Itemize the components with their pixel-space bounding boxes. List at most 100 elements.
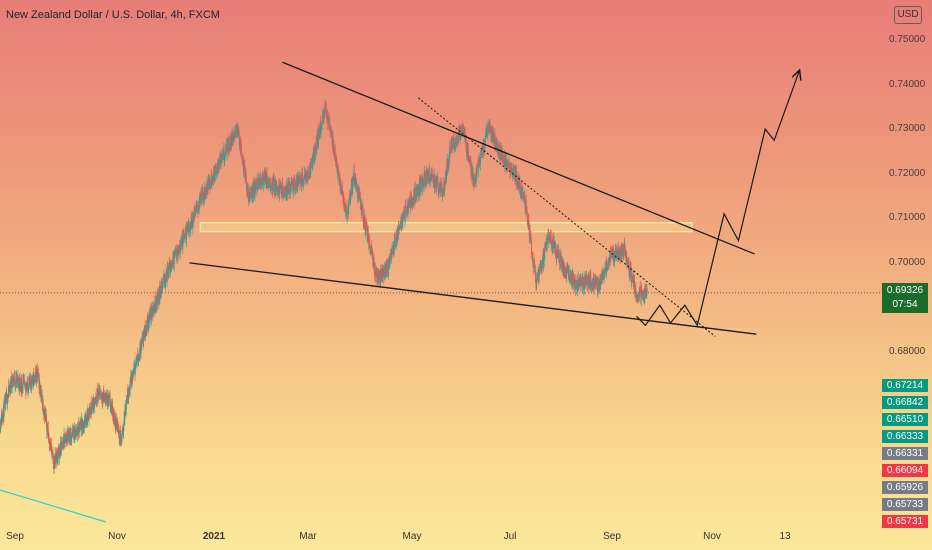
candle-body [232,133,234,142]
candle-body [538,268,540,283]
candle-body [517,175,519,184]
current-price-tag: 0.69326 07:54 [882,283,928,313]
candle-body [161,281,163,285]
candle-body [134,367,136,375]
candle-body [216,167,218,172]
price-tick-label: 0.68000 [889,346,926,357]
candle-body [348,199,350,204]
candle-body [136,354,138,360]
candle-body [310,164,312,174]
candle-body [1,415,3,421]
candle-body [562,263,564,271]
candle-body [362,207,364,223]
candle-body [164,277,166,285]
candle-body [219,157,221,169]
candle-body [221,158,223,163]
candle-body [41,395,43,406]
candle-body [400,217,402,227]
candle-body [63,434,65,447]
candle-body [243,159,244,172]
candle-body [203,189,205,200]
candle-body [297,176,299,180]
candle-body [87,412,89,423]
candle-body [396,234,398,236]
candle-body [106,396,108,405]
candle-body [459,136,461,141]
candle-body [535,271,536,283]
candle-body [209,181,211,188]
candle-body [343,197,345,204]
candle-body [449,147,451,150]
candle-body [512,173,513,178]
candle-body [140,349,142,353]
candle-body [516,181,518,187]
candle-body [441,189,443,197]
candle-body [417,189,418,197]
candle-body [84,416,86,423]
price-tag: 0.66510 [882,413,928,426]
candle-body [204,186,206,196]
candle-body [593,281,595,289]
candle-body [87,408,89,417]
candle-body [46,415,47,427]
candle-body [321,114,323,118]
candle-body [633,279,635,289]
currency-badge[interactable]: USD [894,6,922,24]
price-tag: 0.66842 [882,396,928,409]
candle-body [530,238,532,242]
chart-title: New Zealand Dollar / U.S. Dollar, 4h, FX… [6,9,220,21]
candle-body [589,275,591,288]
candle-body [522,192,524,199]
candle-body [120,433,122,441]
candle-body [401,217,403,224]
candle-body [269,181,271,190]
candle-body [531,241,533,255]
candle-body [509,165,511,167]
candle-body [196,201,198,210]
candle-body [96,388,98,402]
candle-body [93,405,95,408]
candle-body [138,355,140,360]
candle-body [379,271,381,284]
candle-body [491,130,493,140]
candle-body [176,255,178,259]
candle-body [597,277,599,290]
candle-body [553,241,555,246]
time-tick-label: 2021 [202,531,226,542]
candle-body [349,195,351,203]
candle-body [406,206,408,214]
price-plot[interactable] [0,0,882,550]
candle-body [500,148,502,158]
candle-body [197,207,199,213]
candle-body [514,171,516,179]
price-tag: 0.66331 [882,447,928,460]
candle-body [200,192,202,204]
candle-body [536,279,538,287]
candle-body [464,132,466,137]
candle-body [364,215,366,230]
candle-body [336,157,338,160]
candle-body [33,374,35,377]
candle-body [162,281,164,285]
candle-body [185,228,187,236]
candle-body [265,173,266,181]
candle-body [429,169,431,183]
candle-body [302,181,304,184]
candle-body [645,288,647,295]
candle-body [6,402,8,405]
time-tick-label: Jul [503,531,517,542]
candle-body [327,114,329,122]
price-tick-label: 0.72000 [889,167,926,179]
candle-body [625,250,626,256]
candle-body [423,178,425,186]
candle-body [224,151,226,158]
candle-body [510,165,511,172]
candle-body [449,146,451,148]
candle-body [405,205,407,211]
candle-body [6,394,8,405]
candle-body [578,284,580,290]
price-tick-label: 0.73000 [889,123,926,135]
candle-body [228,140,230,152]
candle-body [440,184,442,192]
candle-body [165,280,167,283]
